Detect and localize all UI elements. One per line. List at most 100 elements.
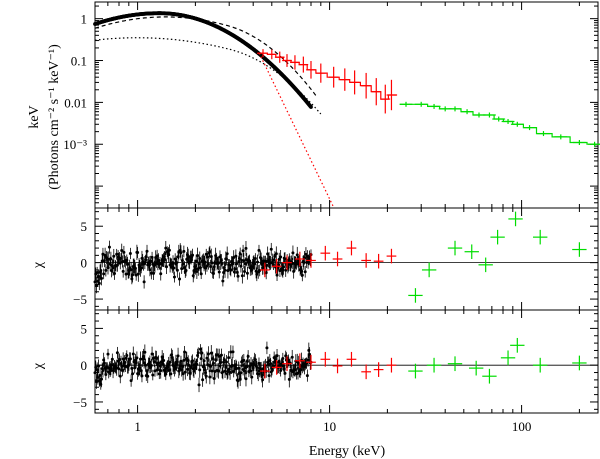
soft-residual-point [269,242,273,256]
soft-residual-marker [152,360,156,364]
soft-residual-marker [181,262,185,266]
soft-residual-point [104,264,108,277]
red-residual-point [332,251,343,267]
soft-residual-point [223,262,227,278]
red-data-point [258,49,268,58]
soft-residual-point [175,262,179,278]
soft-residual-marker [253,257,257,261]
soft-residual-marker [228,370,232,374]
red-data-point [339,68,350,91]
soft-residual-marker [96,376,100,380]
soft-residual-marker [256,260,260,264]
red-data-point [361,72,371,99]
red-data-point [298,56,309,73]
soft-residual-point [107,240,111,254]
soft-residual-marker [232,256,236,260]
soft-residual-marker [217,369,221,373]
soft-residual-marker [146,374,150,378]
soft-residual-marker [140,374,144,378]
soft-residual-marker [196,254,200,258]
soft-residual-point [282,259,286,275]
soft-residual-marker [133,266,137,270]
soft-residual-point [118,368,122,384]
soft-residual-marker [250,375,254,379]
soft-residual-marker [118,358,122,362]
soft-residual-marker [265,263,269,267]
soft-residual-marker [148,268,152,272]
soft-residual-point [121,265,125,278]
soft-residual-marker [125,354,129,358]
soft-residual-point [219,356,223,369]
soft-residual-marker [102,272,106,276]
soft-residual-marker [242,358,246,362]
soft-residual-marker [299,368,303,372]
soft-residual-point [209,360,213,372]
red-residual-point [282,356,292,372]
soft-residual-marker [290,355,294,359]
soft-residual-marker [182,358,186,362]
soft-residual-point [94,374,98,389]
soft-residual-point [195,264,199,279]
soft-residual-marker [221,279,225,283]
soft-residual-marker [282,265,286,269]
red-residual-point [320,245,331,261]
soft-residual-point [279,250,283,265]
green-data-point [448,106,462,112]
soft-residual-marker [234,254,238,258]
soft-residual-point [308,347,312,362]
soft-residual-point [182,245,186,258]
soft-residual-marker [206,352,210,356]
soft-residual-marker [198,266,202,270]
soft-residual-point [135,351,139,365]
soft-residual-marker [195,362,199,366]
green-residual-point [490,229,505,245]
soft-residual-marker [145,249,149,253]
soft-residual-marker [157,372,161,376]
soft-residual-marker [165,265,169,269]
soft-residual-point [233,263,237,275]
soft-residual-point [269,357,273,370]
soft-residual-marker [241,249,245,253]
soft-residual-marker [136,272,140,276]
soft-residual-marker [225,252,229,256]
y-tick-label: 10⁻³ [63,137,87,152]
soft-residual-marker [198,257,202,261]
soft-residual-marker [273,254,277,258]
soft-residual-point [228,364,232,380]
soft-residual-marker [308,352,312,356]
soft-residual-marker [229,268,233,272]
soft-residual-point [244,240,248,256]
red-data-point [290,55,300,70]
soft-residual-marker [236,379,240,383]
soft-residual-marker [283,371,287,375]
soft-residual-point [222,353,226,366]
soft-residual-point [196,247,200,264]
soft-residual-marker [106,352,110,356]
red-residual-point [320,351,331,367]
soft-residual-point [273,251,277,262]
soft-residual-marker [109,257,113,261]
green-data-point [523,125,536,131]
soft-residual-point [179,245,183,261]
soft-residual-marker [97,281,101,285]
soft-residual-marker [110,357,114,361]
soft-residual-marker [255,272,259,276]
soft-residual-marker [131,372,135,376]
soft-residual-point [102,268,106,280]
soft-residual-marker [212,376,216,380]
soft-residual-point [179,355,183,367]
soft-residual-marker [200,351,204,355]
x-axis-title: Energy (keV) [309,444,386,459]
soft-residual-marker [281,357,285,361]
green-residual-point [508,211,523,227]
soft-residual-point [256,366,260,382]
soft-residual-point [242,252,246,269]
soft-residual-point [117,361,121,377]
model-dashed-line [94,16,317,97]
soft-residual-marker [149,363,153,367]
soft-residual-point [255,267,259,282]
soft-residual-point [146,369,150,384]
soft-residual-marker [300,273,304,277]
panel-frames [94,1,599,414]
soft-residual-marker [100,276,104,280]
